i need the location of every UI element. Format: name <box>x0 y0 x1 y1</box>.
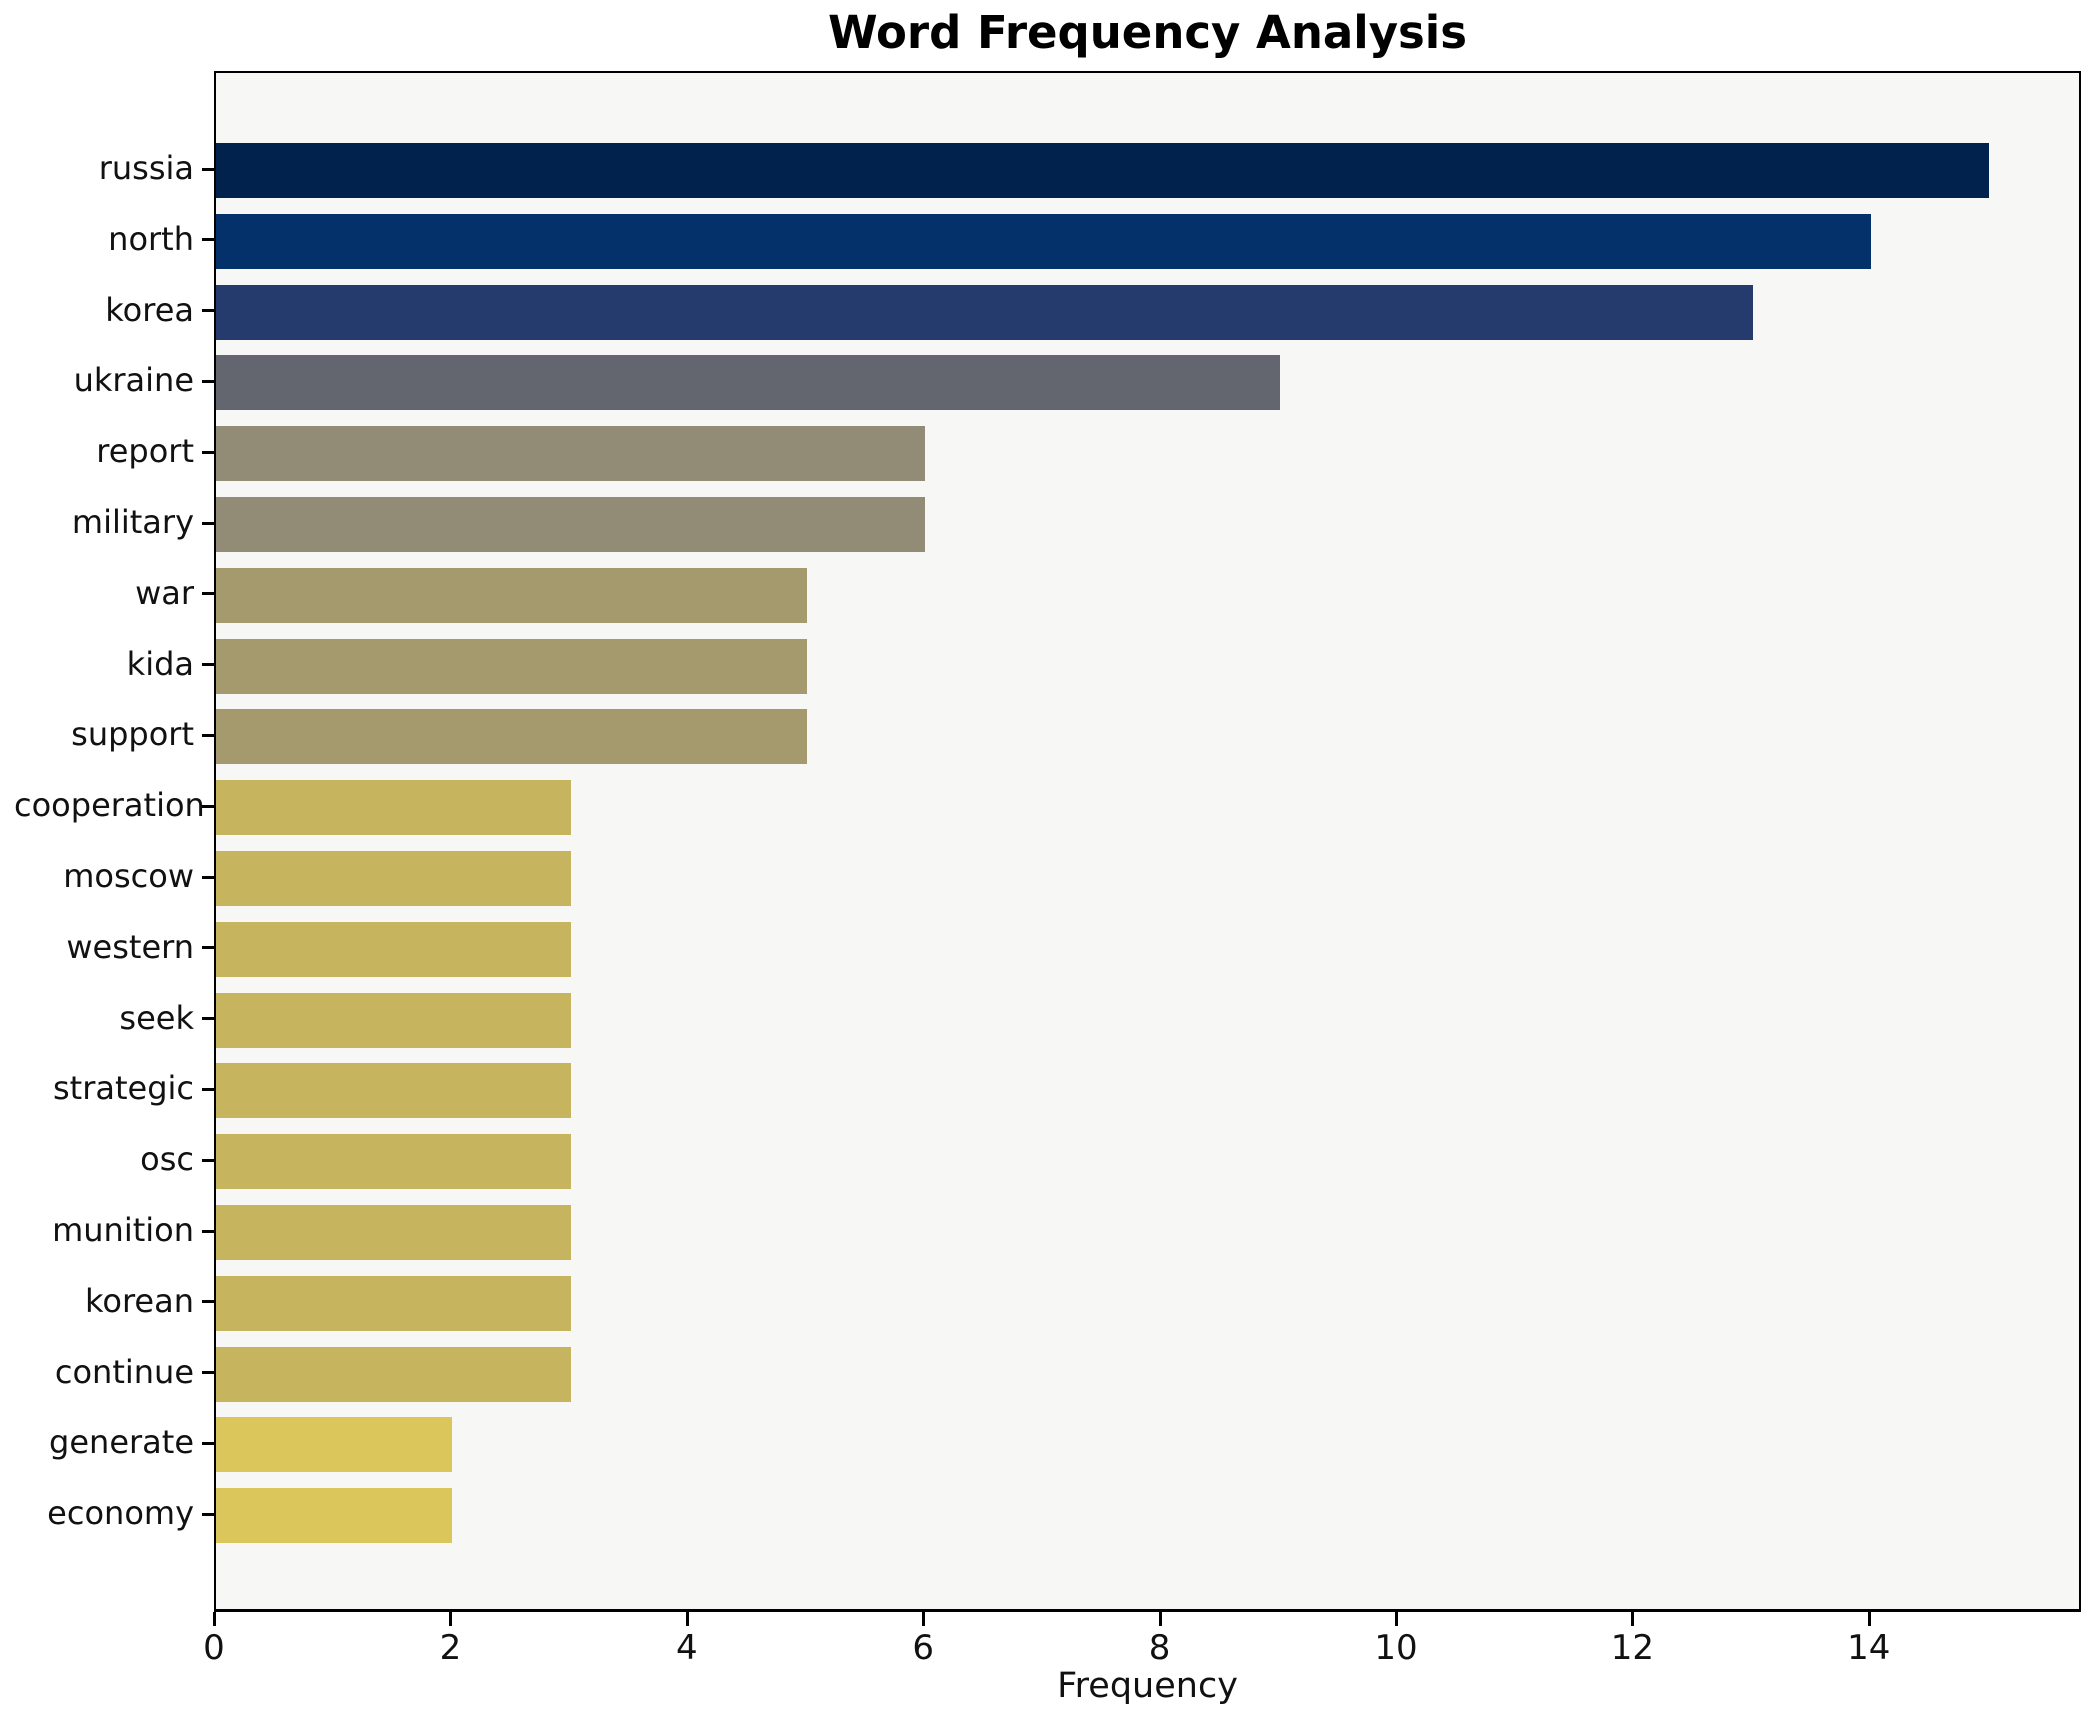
y-tick-label-kida: kida <box>126 644 194 683</box>
y-tick-mark <box>202 1371 214 1375</box>
bar-war <box>216 567 807 623</box>
y-tick-mark <box>202 1441 214 1445</box>
bar-moscow <box>216 851 571 906</box>
y-tick-label-osc: osc <box>140 1140 194 1179</box>
bar-military <box>216 497 925 552</box>
y-tick-label-economy: economy <box>47 1494 194 1533</box>
bar-kida <box>216 638 807 694</box>
y-tick-mark <box>202 1017 214 1021</box>
x-axis-title: Frequency <box>1057 1666 1238 1706</box>
x-tick-mark <box>1158 1612 1162 1626</box>
y-tick-mark <box>202 1300 214 1304</box>
y-tick-label-munition: munition <box>52 1211 194 1249</box>
bar-north <box>216 213 1871 269</box>
y-tick-label-seek: seek <box>119 998 194 1037</box>
y-tick-label-support: support <box>71 715 194 754</box>
y-tick-mark <box>202 379 214 383</box>
bar-strategic <box>216 1063 571 1119</box>
y-tick-mark <box>202 804 214 808</box>
bar-ukraine <box>216 355 1280 411</box>
y-tick-label-korean: korean <box>85 1281 194 1320</box>
y-tick-label-war: war <box>135 573 194 612</box>
y-tick-mark <box>202 238 214 242</box>
y-tick-label-continue: continue <box>54 1352 194 1391</box>
bar-seek <box>216 992 571 1048</box>
y-tick-label-moscow: moscow <box>63 857 194 895</box>
bar-korean <box>216 1275 571 1331</box>
bar-report <box>216 426 925 482</box>
y-tick-mark <box>202 167 214 171</box>
x-tick-label-2: 2 <box>439 1628 462 1668</box>
plot-area <box>214 71 2081 1612</box>
x-tick-label-4: 4 <box>675 1628 698 1668</box>
bar-osc <box>216 1134 571 1190</box>
y-tick-label-report: report <box>96 432 194 471</box>
x-tick-label-12: 12 <box>1610 1628 1655 1668</box>
y-tick-mark <box>202 1229 214 1233</box>
x-tick-mark <box>1395 1612 1398 1626</box>
y-tick-mark <box>202 309 214 313</box>
x-tick-mark <box>685 1612 689 1626</box>
bar-cooperation <box>216 780 571 836</box>
chart-title: Word Frequency Analysis <box>827 6 1468 59</box>
y-tick-mark <box>202 1158 214 1162</box>
bar-continue <box>216 1346 571 1402</box>
y-tick-mark <box>202 875 214 879</box>
y-tick-label-western: western <box>66 927 194 966</box>
y-tick-label-korea: korea <box>105 290 194 329</box>
x-tick-mark <box>1631 1612 1635 1626</box>
y-tick-label-generate: generate <box>49 1423 194 1462</box>
y-tick-mark <box>202 733 214 737</box>
x-tick-mark <box>213 1612 216 1626</box>
y-tick-label-ukraine: ukraine <box>73 361 194 400</box>
y-tick-mark <box>202 521 214 525</box>
bar-economy <box>216 1488 452 1544</box>
bar-support <box>216 709 807 765</box>
y-tick-mark <box>202 946 214 950</box>
bar-russia <box>216 143 1989 198</box>
bar-korea <box>216 284 1753 340</box>
bar-generate <box>216 1417 452 1473</box>
x-tick-label-8: 8 <box>1148 1628 1171 1668</box>
y-tick-label-strategic: strategic <box>52 1069 194 1108</box>
x-tick-label-0: 0 <box>203 1628 225 1668</box>
y-tick-label-russia: russia <box>98 149 194 187</box>
x-tick-mark <box>449 1612 453 1626</box>
y-tick-mark <box>202 592 214 596</box>
x-tick-mark <box>922 1612 926 1626</box>
y-tick-label-north: north <box>108 219 194 258</box>
y-tick-label-military: military <box>71 503 194 541</box>
bar-munition <box>216 1205 571 1260</box>
x-tick-label-14: 14 <box>1847 1628 1891 1668</box>
y-tick-mark <box>202 1512 214 1516</box>
y-tick-label-cooperation: cooperation <box>14 786 205 825</box>
x-tick-label-6: 6 <box>912 1628 934 1668</box>
x-tick-mark <box>1867 1612 1871 1626</box>
y-tick-mark <box>202 450 214 454</box>
bar-western <box>216 921 571 977</box>
y-tick-mark <box>202 1087 214 1091</box>
y-tick-mark <box>202 663 214 667</box>
x-tick-label-10: 10 <box>1374 1628 1418 1668</box>
